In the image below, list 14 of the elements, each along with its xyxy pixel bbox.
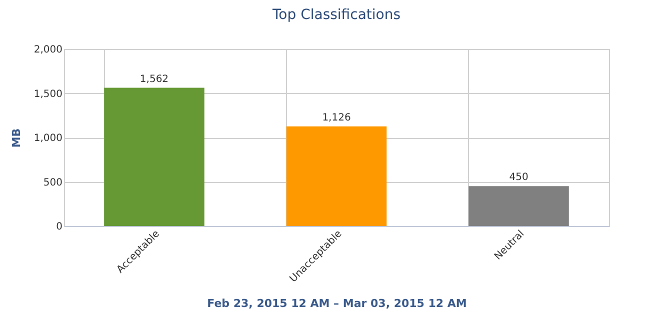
x-axis-title: Feb 23, 2015 12 AM – Mar 03, 2015 12 AM — [207, 297, 467, 310]
y-tick-label: 1,500 — [34, 88, 62, 100]
bar — [468, 186, 569, 226]
data-label: 1,562 — [140, 74, 169, 85]
chart-title: Top Classifications — [271, 7, 401, 23]
data-label: 1,126 — [322, 112, 351, 124]
bar — [104, 88, 204, 226]
y-axis-title: MB — [10, 128, 23, 148]
data-label: 450 — [509, 172, 528, 184]
y-tick-label: 1,000 — [34, 133, 62, 144]
bar — [286, 126, 387, 226]
y-tick-label: 0 — [56, 222, 62, 232]
y-tick-label: 500 — [43, 177, 62, 188]
y-tick-label: 2,000 — [34, 44, 62, 56]
